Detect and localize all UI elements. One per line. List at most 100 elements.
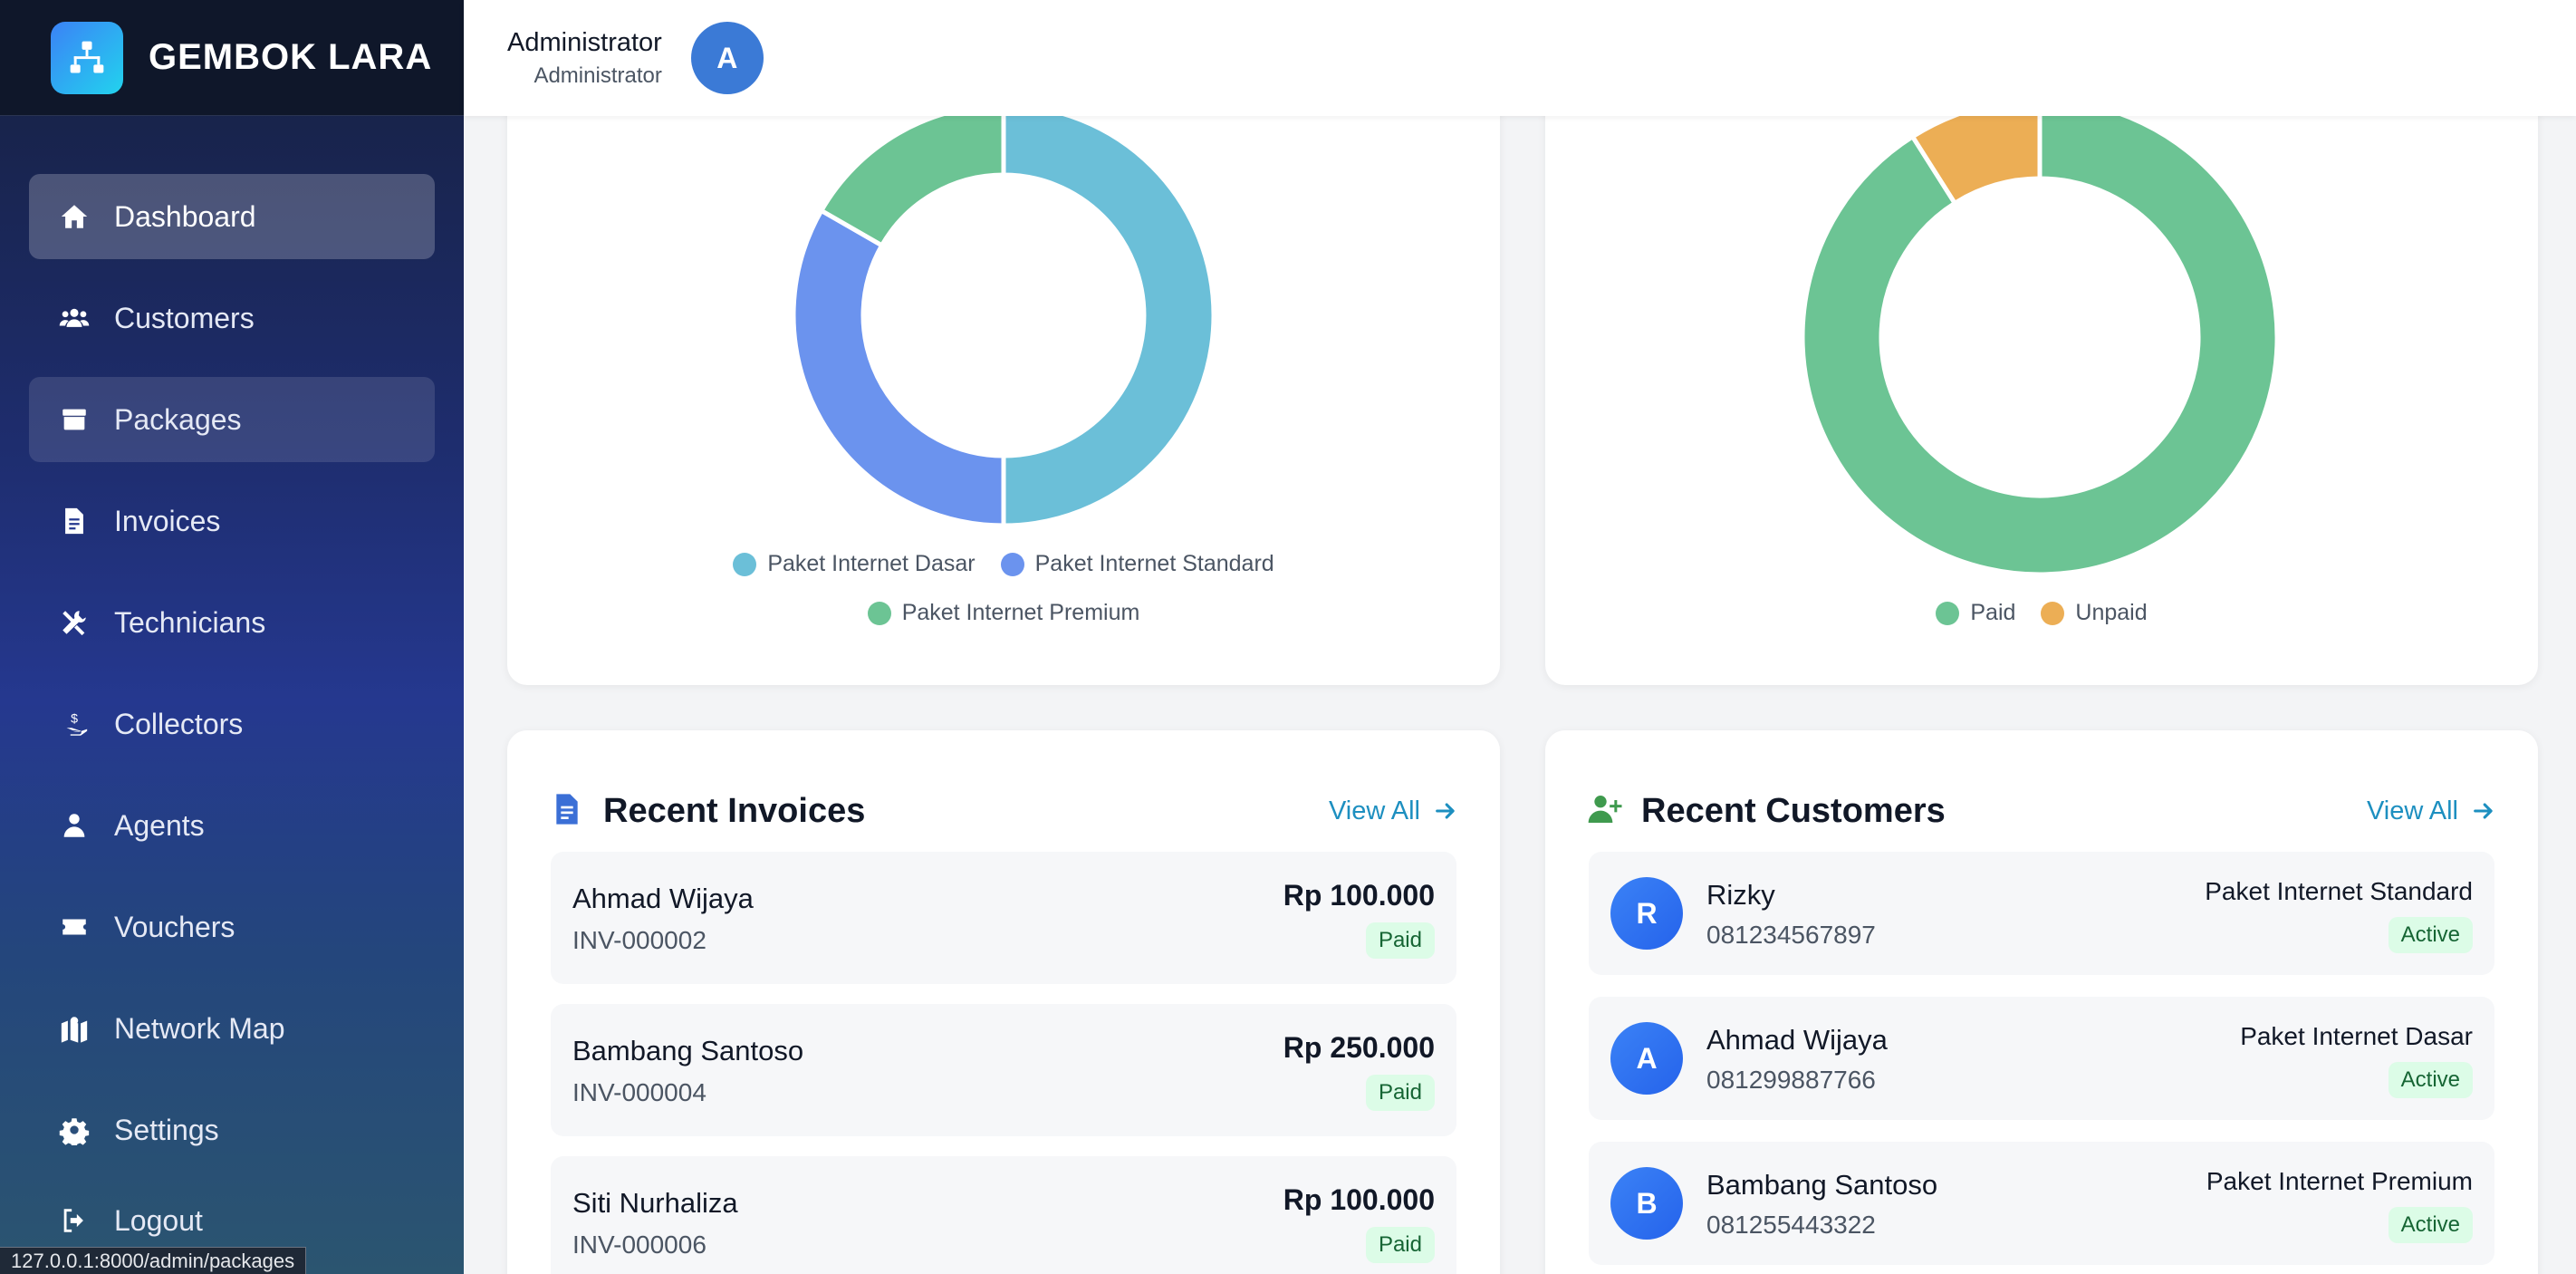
file-invoice-icon xyxy=(56,503,92,539)
status-badge: Paid xyxy=(1366,1075,1435,1111)
sidebar-item-customers[interactable]: Customers xyxy=(29,275,435,361)
legend-swatch xyxy=(733,553,756,576)
sidebar-item-label: Logout xyxy=(114,1204,203,1238)
invoice-amount: Rp 100.000 xyxy=(1283,879,1435,912)
sidebar-item-label: Collectors xyxy=(114,708,243,741)
donut-slice-paket-internet-dasar[interactable] xyxy=(1004,105,1214,526)
customer-row[interactable]: B Bambang Santoso 081255443322 Paket Int… xyxy=(1589,1142,2494,1265)
package-donut-chart xyxy=(507,54,1500,544)
view-all-customers-link[interactable]: View All xyxy=(2367,796,2496,826)
view-all-label: View All xyxy=(2367,796,2458,826)
view-all-label: View All xyxy=(1329,796,1420,826)
invoice-row[interactable]: Bambang Santoso INV-000004 Rp 250.000 Pa… xyxy=(551,1004,1456,1136)
legend-label: Unpaid xyxy=(2075,600,2147,626)
user-tie-icon xyxy=(56,807,92,844)
user-name: Administrator xyxy=(507,28,662,58)
sidebar-item-invoices[interactable]: Invoices xyxy=(29,478,435,564)
arrow-right-icon xyxy=(1433,798,1458,824)
customer-phone: 081234567897 xyxy=(1706,921,1876,950)
users-icon xyxy=(56,300,92,336)
sidebar-item-logout[interactable]: Logout xyxy=(29,1189,435,1252)
svg-text:$: $ xyxy=(71,712,78,727)
donut-slice-paket-internet-premium[interactable] xyxy=(822,105,1004,246)
legend-item[interactable]: Paket Internet Dasar xyxy=(733,551,975,577)
sidebar-nav: Dashboard Customers Packages Invoices Te… xyxy=(0,116,464,1252)
sidebar-item-network-map[interactable]: Network Map xyxy=(29,986,435,1071)
legend-label: Paket Internet Standard xyxy=(1035,551,1274,577)
legend-swatch xyxy=(2041,602,2064,625)
chart-legend: Paket Internet Dasar Paket Internet Stan… xyxy=(507,551,1500,577)
chart-legend-row-2: Paket Internet Premium xyxy=(507,600,1500,626)
sidebar-item-label: Dashboard xyxy=(114,200,256,234)
gear-icon xyxy=(56,1112,92,1148)
sidebar-item-collectors[interactable]: $ Collectors xyxy=(29,681,435,767)
donut-slice-paket-internet-standard[interactable] xyxy=(793,210,1004,526)
user-menu[interactable]: Administrator Administrator xyxy=(507,28,662,89)
box-icon xyxy=(56,401,92,438)
status-url-bar: 127.0.0.1:8000/admin/packages xyxy=(0,1247,306,1274)
sidebar-item-label: Vouchers xyxy=(114,911,235,944)
customer-phone: 081299887766 xyxy=(1706,1066,1876,1095)
brand[interactable]: GEMBOK LARA xyxy=(0,0,464,116)
legend-item[interactable]: Paket Internet Standard xyxy=(1001,551,1274,577)
sidebar-item-settings[interactable]: Settings xyxy=(29,1087,435,1173)
legend-item[interactable]: Paket Internet Premium xyxy=(868,600,1140,626)
legend-item[interactable]: Paid xyxy=(1936,600,2015,626)
network-logo-icon xyxy=(51,22,123,94)
sidebar-item-label: Settings xyxy=(114,1114,219,1147)
file-invoice-icon xyxy=(549,791,585,832)
sidebar-item-label: Invoices xyxy=(114,505,220,538)
view-all-invoices-link[interactable]: View All xyxy=(1329,796,1458,826)
avatar[interactable]: A xyxy=(691,22,764,94)
user-role: Administrator xyxy=(533,63,661,89)
sidebar-item-label: Packages xyxy=(114,403,242,437)
recent-customers-card: Recent Customers View All R Rizky 081234… xyxy=(1545,730,2538,1274)
logout-icon xyxy=(56,1202,92,1239)
invoice-amount: Rp 100.000 xyxy=(1283,1183,1435,1217)
avatar: B xyxy=(1610,1167,1683,1240)
legend-label: Paket Internet Dasar xyxy=(767,551,975,577)
customer-phone: 081255443322 xyxy=(1706,1211,1876,1240)
card-title: Recent Invoices xyxy=(603,792,865,831)
home-icon xyxy=(56,198,92,235)
invoice-amount: Rp 250.000 xyxy=(1283,1031,1435,1065)
map-marked-icon xyxy=(56,1010,92,1047)
sidebar-item-vouchers[interactable]: Vouchers xyxy=(29,884,435,970)
sidebar-item-technicians[interactable]: Technicians xyxy=(29,580,435,665)
invoice-status-donut-chart xyxy=(1545,54,2538,580)
invoice-customer-name: Siti Nurhaliza xyxy=(572,1187,738,1220)
package-distribution-card: Paket Internet Dasar Paket Internet Stan… xyxy=(507,54,1500,685)
status-badge: Paid xyxy=(1366,922,1435,959)
sidebar-item-dashboard[interactable]: Dashboard xyxy=(29,174,435,259)
recent-invoices-card: Recent Invoices View All Ahmad Wijaya IN… xyxy=(507,730,1500,1274)
ticket-icon xyxy=(56,909,92,945)
sidebar-item-label: Agents xyxy=(114,809,205,843)
status-badge: Active xyxy=(2389,917,2473,953)
invoice-customer-name: Ahmad Wijaya xyxy=(572,883,754,915)
status-badge: Active xyxy=(2389,1207,2473,1243)
status-badge: Paid xyxy=(1366,1227,1435,1263)
status-badge: Active xyxy=(2389,1062,2473,1098)
invoice-number: INV-000006 xyxy=(572,1231,706,1260)
invoice-customer-name: Bambang Santoso xyxy=(572,1035,803,1067)
customer-row[interactable]: R Rizky 081234567897 Paket Internet Stan… xyxy=(1589,852,2494,975)
legend-label: Paket Internet Premium xyxy=(902,600,1140,626)
tools-icon xyxy=(56,604,92,641)
avatar: R xyxy=(1610,877,1683,950)
invoice-number: INV-000004 xyxy=(572,1078,706,1107)
sidebar-item-agents[interactable]: Agents xyxy=(29,783,435,868)
card-title: Recent Customers xyxy=(1641,792,1946,831)
legend-item[interactable]: Unpaid xyxy=(2041,600,2147,626)
sidebar-item-label: Customers xyxy=(114,302,255,335)
invoice-row[interactable]: Siti Nurhaliza INV-000006 Rp 100.000 Pai… xyxy=(551,1156,1456,1274)
legend-swatch xyxy=(868,602,891,625)
chart-legend: Paid Unpaid xyxy=(1545,600,2538,626)
customer-package: Paket Internet Standard xyxy=(2205,877,2473,906)
brand-name: GEMBOK LARA xyxy=(149,37,432,78)
customer-row[interactable]: A Ahmad Wijaya 081299887766 Paket Intern… xyxy=(1589,997,2494,1120)
customer-package: Paket Internet Premium xyxy=(2206,1167,2473,1196)
sidebar-item-packages[interactable]: Packages xyxy=(29,377,435,462)
card-header: Recent Invoices View All xyxy=(549,788,1458,834)
user-plus-icon xyxy=(1587,791,1623,832)
invoice-row[interactable]: Ahmad Wijaya INV-000002 Rp 100.000 Paid xyxy=(551,852,1456,984)
